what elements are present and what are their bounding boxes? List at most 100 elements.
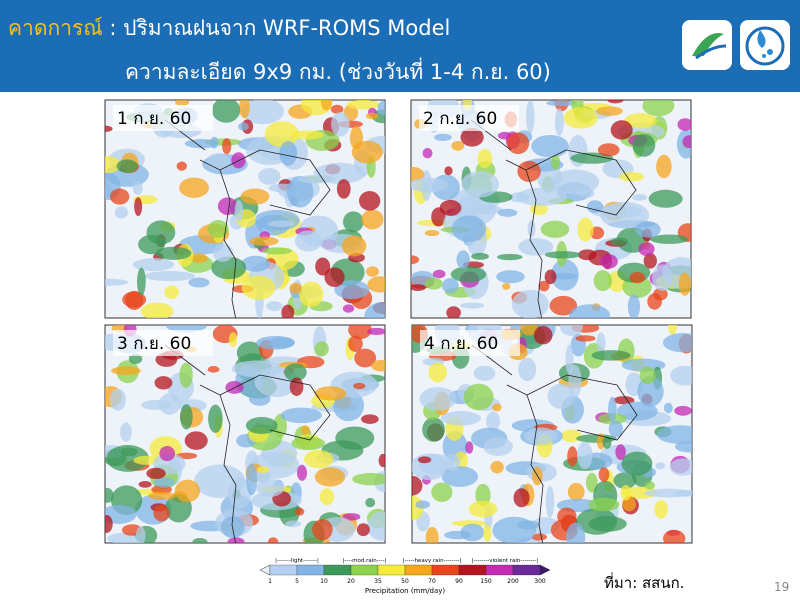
rain-blob <box>644 488 692 498</box>
colorbar-tick: 1 <box>268 578 272 585</box>
rain-blob <box>159 445 176 462</box>
rain-blob <box>266 301 283 312</box>
subtitle: ความละเอียด 9x9 กม. (ช่วงวันที่ 1-4 ก.ย.… <box>125 60 551 84</box>
rain-blob <box>533 325 553 345</box>
rain-blob <box>281 304 295 318</box>
rain-blob <box>593 270 612 292</box>
rain-blob <box>299 281 324 307</box>
label-bg <box>420 330 520 356</box>
rain-blob <box>212 243 234 262</box>
colorbar-tick: 300 <box>534 578 546 585</box>
rain-blob <box>314 341 329 357</box>
rain-blob <box>132 181 143 195</box>
rain-blob <box>116 159 138 173</box>
rain-blob <box>610 120 633 140</box>
rain-blob <box>189 253 208 263</box>
rain-blob <box>627 294 640 318</box>
rain-blob <box>608 420 623 438</box>
rain-blob <box>473 365 496 381</box>
colorbar-tick: 70 <box>428 578 436 585</box>
rain-blob <box>180 404 193 430</box>
rain-blob <box>465 441 474 454</box>
rain-blob <box>565 344 574 375</box>
colorbar-segment <box>485 564 514 576</box>
rain-blob <box>146 467 166 479</box>
rain-blob <box>577 441 593 470</box>
rain-blob <box>507 132 530 155</box>
rain-blob <box>607 100 624 104</box>
rain-blob <box>596 332 606 355</box>
rain-blob <box>425 526 439 543</box>
rain-blob <box>105 278 129 286</box>
rain-blob <box>422 147 433 159</box>
rain-blob <box>632 193 648 201</box>
rain-blob <box>353 382 366 390</box>
rain-blob <box>531 533 547 541</box>
map-panel: 3 ก.ย. 60 <box>104 324 386 544</box>
rain-blob <box>600 201 650 229</box>
map-label: 1 ก.ย. 60 <box>117 109 191 129</box>
rain-blob <box>290 130 324 140</box>
colorbar-category: |--------violent rain--------| <box>472 558 539 564</box>
rain-blob <box>526 100 535 134</box>
rain-blob <box>598 467 610 482</box>
rain-blob <box>496 253 523 261</box>
rain-blob <box>586 200 604 214</box>
rain-blob <box>620 484 632 501</box>
rain-blob <box>647 293 662 310</box>
rain-blob <box>304 449 334 469</box>
rain-blob <box>348 335 363 352</box>
rain-blob <box>411 255 420 265</box>
rain-blob <box>264 121 299 148</box>
rain-blob <box>231 152 246 169</box>
rain-blob <box>516 187 567 206</box>
rain-blob <box>217 197 238 216</box>
rain-blob <box>492 403 502 412</box>
rain-blob <box>663 402 673 414</box>
colorbar-label: Precipitation (mm/day) <box>365 587 446 595</box>
rain-blob <box>424 229 440 237</box>
rain-blob <box>246 463 258 496</box>
rain-blob <box>356 523 370 537</box>
rain-blob <box>296 464 308 481</box>
rain-field <box>105 100 385 318</box>
rain-blob <box>616 401 658 421</box>
rain-blob <box>241 255 271 272</box>
rain-blob <box>367 511 385 541</box>
rain-blob <box>483 524 492 542</box>
rain-blob <box>361 414 379 424</box>
rain-blob <box>547 383 575 409</box>
rain-blob <box>565 522 586 543</box>
label-bg <box>113 105 213 131</box>
rain-blob <box>125 290 144 311</box>
rain-blob <box>220 516 245 539</box>
rain-blob <box>460 127 484 147</box>
rain-blob <box>551 154 561 170</box>
colorbar-tick: 150 <box>480 578 492 585</box>
rain-blob <box>656 154 672 179</box>
rain-blob <box>249 236 279 246</box>
rain-blob <box>639 366 656 385</box>
rain-blob <box>242 100 284 125</box>
rain-blob <box>377 101 385 116</box>
rain-blob <box>179 177 210 198</box>
source: ที่มา: สสนก. <box>604 574 685 592</box>
rain-blob <box>371 359 385 372</box>
rain-blob <box>621 451 653 476</box>
colorbar-category: |-----heavy rain--------| <box>403 558 462 564</box>
rain-blob <box>638 242 655 256</box>
rain-blob <box>475 483 491 507</box>
rain-blob <box>285 520 302 528</box>
rain-field <box>105 325 385 543</box>
rain-blob <box>650 234 689 244</box>
rain-blob <box>575 335 596 342</box>
rain-blob <box>361 209 384 230</box>
rain-blob <box>109 388 126 411</box>
rain-blob <box>312 519 333 541</box>
rain-blob <box>365 266 379 277</box>
colorbar-segment <box>350 564 379 576</box>
rain-blob <box>236 341 263 365</box>
rain-blob <box>677 118 691 131</box>
rain-blob <box>654 500 668 519</box>
